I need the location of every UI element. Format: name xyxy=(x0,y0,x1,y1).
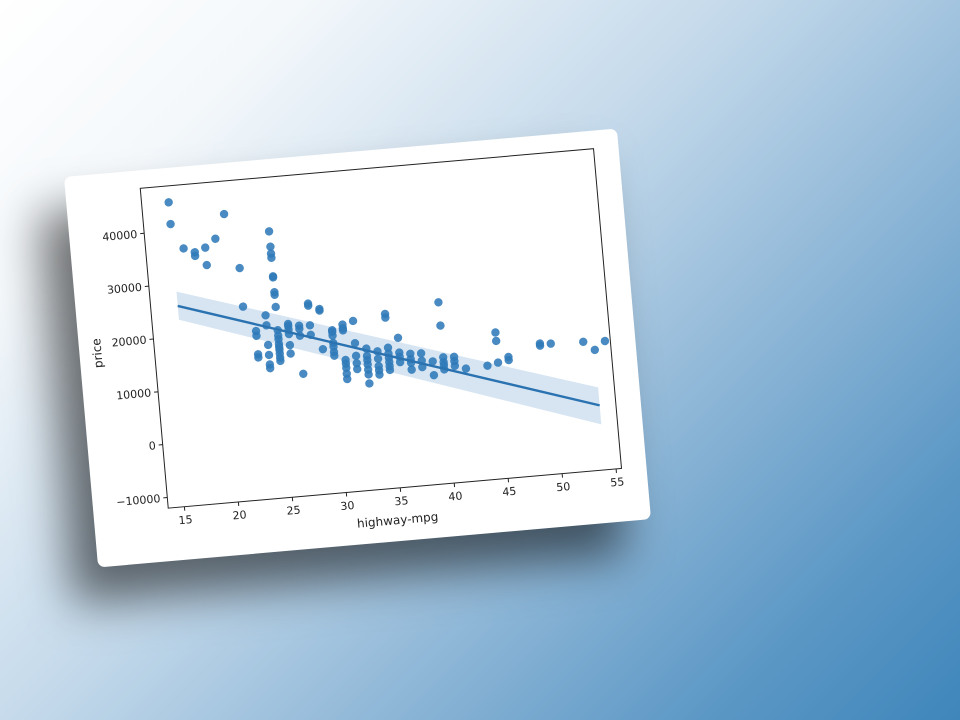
data-point xyxy=(348,316,358,326)
data-point xyxy=(299,369,308,378)
data-point xyxy=(264,227,274,236)
data-point xyxy=(546,339,555,348)
data-point xyxy=(235,263,244,273)
data-point xyxy=(190,251,200,261)
data-point xyxy=(365,379,374,388)
y-tick-label: 20000 xyxy=(111,334,147,350)
x-tick-label: 25 xyxy=(286,504,301,518)
data-point xyxy=(434,298,443,307)
x-tick-label: 55 xyxy=(610,475,625,489)
data-point xyxy=(315,306,324,315)
data-point xyxy=(286,349,295,358)
data-point xyxy=(211,234,220,243)
data-point xyxy=(351,351,361,361)
data-point xyxy=(268,273,278,282)
data-point xyxy=(276,356,285,366)
data-point xyxy=(254,353,263,362)
data-point xyxy=(166,219,175,229)
data-point xyxy=(385,365,395,375)
data-point xyxy=(407,365,416,374)
data-point xyxy=(600,336,610,346)
data-point xyxy=(381,313,390,322)
data-point xyxy=(350,338,360,348)
x-tick-label: 35 xyxy=(394,494,409,508)
data-point xyxy=(295,324,304,334)
y-tick-label: −10000 xyxy=(116,492,161,509)
x-tick-label: 45 xyxy=(502,485,517,499)
data-point xyxy=(416,349,426,358)
regression-line-layer xyxy=(177,304,600,407)
y-axis: −10000 0 10000 20000 30000 40000 xyxy=(102,228,168,509)
data-point xyxy=(304,301,313,310)
data-point xyxy=(252,331,261,341)
data-point xyxy=(270,290,279,300)
data-point xyxy=(338,320,347,329)
data-point xyxy=(164,198,173,207)
data-point xyxy=(285,340,295,350)
x-tick-label: 20 xyxy=(232,508,247,522)
data-point xyxy=(264,350,274,360)
data-point xyxy=(450,361,460,371)
data-point xyxy=(504,355,513,365)
data-point xyxy=(202,260,211,270)
points-layer xyxy=(164,198,610,388)
data-point xyxy=(535,341,545,350)
data-point xyxy=(579,337,588,347)
data-point xyxy=(590,345,600,355)
data-point xyxy=(375,370,384,379)
data-point xyxy=(318,344,328,354)
y-tick-label: 30000 xyxy=(106,281,142,297)
y-tick-label: 10000 xyxy=(116,386,152,402)
data-point xyxy=(267,253,276,263)
data-point xyxy=(491,328,500,337)
data-point xyxy=(263,340,273,350)
data-point xyxy=(328,331,337,340)
data-point xyxy=(265,363,275,373)
regression-line xyxy=(177,304,600,407)
x-tick-label: 50 xyxy=(556,480,571,494)
x-tick-label: 30 xyxy=(340,499,355,513)
data-point xyxy=(429,370,439,380)
data-point xyxy=(373,354,383,363)
data-point xyxy=(179,244,188,253)
data-point xyxy=(491,336,501,346)
data-point xyxy=(393,333,403,343)
data-point xyxy=(305,321,315,330)
x-tick-label: 15 xyxy=(178,513,193,527)
plot-frame xyxy=(139,148,623,509)
y-tick-label: 40000 xyxy=(102,228,138,244)
data-point xyxy=(219,209,229,219)
data-point xyxy=(261,311,270,320)
data-point xyxy=(330,351,339,360)
scatter-plot: 15 20 25 30 35 40 45 50 55 −10000 0 10000 20000 3000… xyxy=(89,148,625,531)
chart-card: 15 20 25 30 35 40 45 50 55 −10000 0 10000 20000 3000… xyxy=(63,128,652,568)
x-axis-label: highway-mpg xyxy=(356,510,438,531)
data-point xyxy=(364,370,373,379)
y-axis-label: price xyxy=(89,338,106,369)
data-point xyxy=(428,357,437,366)
data-point xyxy=(343,374,352,384)
data-point xyxy=(436,321,445,330)
x-tick-label: 40 xyxy=(448,489,463,503)
data-point xyxy=(238,302,248,311)
data-point xyxy=(266,242,275,251)
data-point xyxy=(201,243,210,252)
x-axis: 15 20 25 30 35 40 45 50 55 xyxy=(178,468,625,527)
data-point xyxy=(271,302,280,312)
data-point xyxy=(493,358,503,367)
y-tick-label: 0 xyxy=(148,439,156,453)
data-point xyxy=(461,364,471,373)
data-point xyxy=(353,364,362,374)
data-point xyxy=(483,361,492,370)
